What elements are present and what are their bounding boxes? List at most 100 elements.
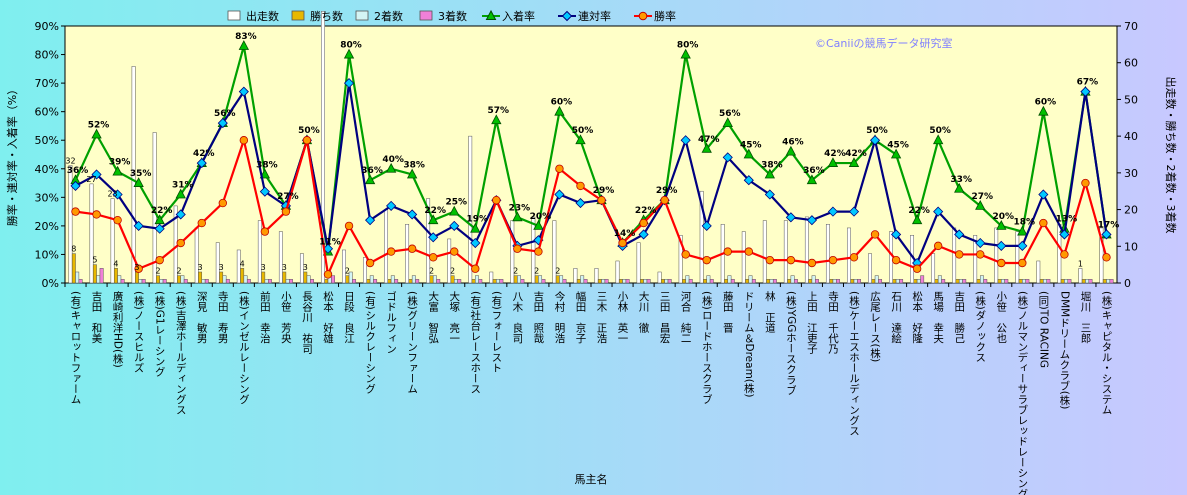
bar: [895, 279, 900, 284]
data-label: 42%: [193, 149, 215, 159]
legend-label: 連対率: [578, 9, 611, 23]
y-tick-label-left: 10%: [35, 248, 59, 261]
data-point: [680, 135, 691, 146]
bar: [510, 220, 515, 284]
bar: [331, 275, 335, 284]
data-label: 32: [65, 157, 75, 166]
x-tick-label: 堀川 三郎: [1079, 291, 1091, 344]
data-label: 17%: [1098, 220, 1120, 230]
bar: [622, 279, 627, 284]
data-point: [492, 195, 501, 205]
bar: [636, 242, 641, 284]
data-point: [976, 250, 985, 259]
data-point: [197, 218, 206, 228]
data-point: [891, 255, 901, 265]
x-tick-label: (株)ダノックス: [974, 291, 986, 362]
y-tick-label-right: 10: [1124, 240, 1138, 253]
data-point: [806, 215, 817, 226]
data-point: [134, 264, 143, 273]
data-point: [343, 78, 355, 89]
data-point: [975, 237, 986, 249]
data-point: [743, 148, 754, 159]
bar: [934, 279, 939, 284]
bar: [916, 279, 921, 284]
data-label: 22%: [151, 206, 173, 216]
data-label: 38%: [403, 160, 425, 170]
data-label: 14%: [614, 229, 636, 239]
bar: [868, 253, 872, 284]
data-point: [1038, 189, 1049, 200]
bar: [436, 279, 441, 284]
bar: [643, 279, 648, 284]
data-point: [1101, 229, 1112, 240]
bar: [117, 275, 122, 284]
bar: [762, 220, 767, 284]
data-point: [428, 214, 439, 225]
bar: [246, 279, 251, 284]
data-label: 3: [134, 263, 139, 272]
bar: [573, 268, 578, 284]
series-line: [74, 45, 1108, 252]
x-tick-label: 八木 良司: [511, 291, 523, 344]
plot-area: [64, 25, 1118, 284]
bar: [615, 260, 620, 284]
data-point: [407, 244, 417, 253]
bar: [1109, 279, 1114, 284]
data-point: [407, 209, 418, 220]
data-point: [848, 206, 860, 217]
data-point: [618, 238, 627, 248]
bar: [278, 231, 283, 284]
data-point: [175, 209, 186, 220]
data-label: 2: [450, 267, 455, 276]
data-point: [238, 40, 250, 50]
data-point: [827, 206, 839, 217]
bar: [850, 279, 855, 284]
x-tick-label: (有)キャロットファーム: [70, 291, 82, 404]
x-tick-label: 大川 徹: [638, 290, 650, 334]
data-point: [912, 264, 922, 273]
data-point: [534, 247, 543, 256]
data-label: 22%: [424, 206, 446, 216]
bar: [976, 279, 981, 284]
bar: [997, 279, 1002, 284]
bar: [156, 275, 160, 284]
data-label: 27: [86, 175, 96, 184]
x-tick-label: 深見 敏男: [196, 291, 208, 344]
data-point: [933, 241, 943, 251]
x-tick-label: (株)ノースヒルズ: [133, 291, 145, 373]
data-label: 33%: [950, 175, 972, 185]
bar: [1064, 279, 1069, 284]
bar: [478, 279, 483, 284]
data-point: [386, 200, 397, 211]
data-point: [764, 189, 775, 200]
data-point: [807, 258, 817, 268]
y-tick-label-right: 60: [1124, 57, 1138, 70]
bar: [847, 227, 851, 284]
bar: [541, 279, 546, 284]
data-point: [1039, 218, 1048, 228]
x-tick-label: (有)シルクレーシング: [364, 291, 376, 394]
data-label: 60%: [1035, 98, 1057, 108]
data-label: 3: [198, 263, 203, 272]
x-tick-label: (株)G1レーシング: [154, 291, 166, 377]
bar: [1081, 279, 1086, 284]
data-label: 80%: [340, 41, 362, 51]
bar: [366, 279, 371, 284]
bar: [667, 279, 672, 284]
bar: [829, 279, 834, 284]
data-point: [70, 180, 81, 191]
data-label: 52%: [88, 121, 110, 131]
x-tick-label: (株)ロードホースクラブ: [701, 291, 713, 404]
data-point: [386, 247, 396, 256]
data-label: 22%: [908, 206, 930, 216]
bar: [706, 275, 711, 284]
bar: [68, 165, 73, 284]
bar: [135, 271, 139, 284]
bar: [871, 279, 876, 284]
data-label: 35%: [130, 169, 152, 179]
bar: [955, 279, 960, 284]
data-point: [429, 253, 438, 262]
data-point: [471, 264, 480, 273]
data-label: 60%: [551, 98, 573, 108]
